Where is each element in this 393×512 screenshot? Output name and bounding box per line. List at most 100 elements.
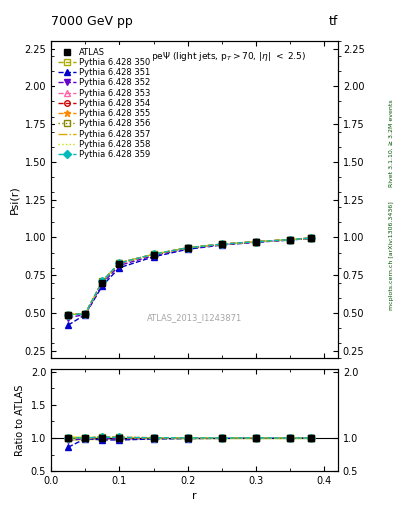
Pythia 6.428 358 [220,241,224,247]
Pythia 6.428 355 [308,235,313,241]
Line: Pythia 6.428 351: Pythia 6.428 351 [65,236,314,328]
Pythia 6.428 357 [308,235,313,241]
Pythia 6.428 354 [220,241,224,247]
Pythia 6.428 355 [83,311,88,317]
Pythia 6.428 350 [100,279,105,285]
Pythia 6.428 357 [185,245,190,251]
Line: Pythia 6.428 359: Pythia 6.428 359 [65,236,314,317]
Pythia 6.428 350 [117,260,122,266]
Pythia 6.428 352 [100,281,105,287]
Line: Pythia 6.428 354: Pythia 6.428 354 [65,236,314,317]
Line: Pythia 6.428 352: Pythia 6.428 352 [65,236,314,321]
Pythia 6.428 356 [253,239,258,245]
Pythia 6.428 353 [100,278,105,284]
Text: Rivet 3.1.10, ≥ 3.2M events: Rivet 3.1.10, ≥ 3.2M events [389,99,393,187]
X-axis label: r: r [192,492,197,501]
Pythia 6.428 352 [151,252,156,259]
Line: Pythia 6.428 356: Pythia 6.428 356 [65,236,314,317]
Pythia 6.428 353 [288,237,292,243]
Pythia 6.428 354 [308,235,313,241]
Pythia 6.428 352 [185,245,190,251]
Pythia 6.428 350 [288,237,292,243]
Pythia 6.428 353 [66,311,70,317]
Pythia 6.428 353 [185,245,190,251]
Pythia 6.428 358 [151,251,156,258]
Pythia 6.428 358 [308,235,313,241]
Pythia 6.428 358 [83,311,88,317]
Pythia 6.428 351 [100,283,105,289]
Pythia 6.428 351 [151,254,156,260]
Pythia 6.428 352 [308,235,313,241]
Pythia 6.428 354 [83,311,88,317]
Pythia 6.428 357 [66,311,70,317]
Legend: ATLAS, Pythia 6.428 350, Pythia 6.428 351, Pythia 6.428 352, Pythia 6.428 353, P: ATLAS, Pythia 6.428 350, Pythia 6.428 35… [55,45,153,162]
Pythia 6.428 356 [83,311,88,317]
Pythia 6.428 353 [308,235,313,241]
Pythia 6.428 352 [220,242,224,248]
Pythia 6.428 356 [151,251,156,258]
Pythia 6.428 356 [117,260,122,266]
Pythia 6.428 356 [100,278,105,284]
Pythia 6.428 355 [288,237,292,243]
Y-axis label: Psi(r): Psi(r) [9,185,19,214]
Pythia 6.428 351 [83,311,88,317]
Pythia 6.428 350 [220,241,224,247]
Text: tf: tf [329,15,338,28]
Line: Pythia 6.428 350: Pythia 6.428 350 [65,236,314,317]
Pythia 6.428 359 [83,311,88,317]
Pythia 6.428 356 [288,237,292,243]
Pythia 6.428 355 [151,251,156,258]
Pythia 6.428 357 [220,241,224,247]
Text: mcplots.cern.ch [arXiv:1306.3436]: mcplots.cern.ch [arXiv:1306.3436] [389,202,393,310]
Pythia 6.428 359 [308,235,313,241]
Pythia 6.428 353 [253,239,258,245]
Pythia 6.428 350 [151,251,156,258]
Pythia 6.428 357 [100,278,105,284]
Pythia 6.428 356 [185,245,190,251]
Pythia 6.428 353 [220,241,224,247]
Pythia 6.428 351 [308,236,313,242]
Pythia 6.428 351 [220,242,224,248]
Pythia 6.428 358 [100,278,105,284]
Pythia 6.428 354 [66,311,70,317]
Pythia 6.428 354 [117,260,122,266]
Pythia 6.428 359 [117,260,122,266]
Line: Pythia 6.428 358: Pythia 6.428 358 [68,238,310,314]
Pythia 6.428 355 [100,278,105,284]
Pythia 6.428 354 [185,245,190,251]
Pythia 6.428 351 [288,237,292,243]
Pythia 6.428 353 [151,251,156,258]
Text: Integral jet shape$\Psi$ (light jets, p$_T$$>$70, |$\eta$| $<$ 2.5): Integral jet shape$\Psi$ (light jets, p$… [83,51,306,63]
Pythia 6.428 352 [253,239,258,245]
Pythia 6.428 354 [151,251,156,258]
Pythia 6.428 359 [253,239,258,245]
Pythia 6.428 350 [66,311,70,317]
Pythia 6.428 356 [220,241,224,247]
Pythia 6.428 355 [117,260,122,266]
Pythia 6.428 356 [66,311,70,317]
Pythia 6.428 352 [83,311,88,317]
Pythia 6.428 358 [288,237,292,243]
Pythia 6.428 351 [253,239,258,245]
Pythia 6.428 357 [151,251,156,258]
Pythia 6.428 353 [83,311,88,317]
Pythia 6.428 352 [288,237,292,243]
Pythia 6.428 359 [185,245,190,251]
Pythia 6.428 357 [83,311,88,317]
Pythia 6.428 357 [253,239,258,245]
Pythia 6.428 358 [66,311,70,317]
Pythia 6.428 356 [308,235,313,241]
Pythia 6.428 359 [100,278,105,284]
Pythia 6.428 354 [253,239,258,245]
Pythia 6.428 355 [220,241,224,247]
Pythia 6.428 357 [288,237,292,243]
Pythia 6.428 350 [185,245,190,251]
Pythia 6.428 350 [83,311,88,317]
Pythia 6.428 351 [66,322,70,328]
Pythia 6.428 359 [151,251,156,258]
Pythia 6.428 352 [66,314,70,321]
Line: Pythia 6.428 357: Pythia 6.428 357 [68,238,310,314]
Line: Pythia 6.428 355: Pythia 6.428 355 [65,234,314,318]
Pythia 6.428 350 [253,239,258,245]
Pythia 6.428 350 [308,235,313,241]
